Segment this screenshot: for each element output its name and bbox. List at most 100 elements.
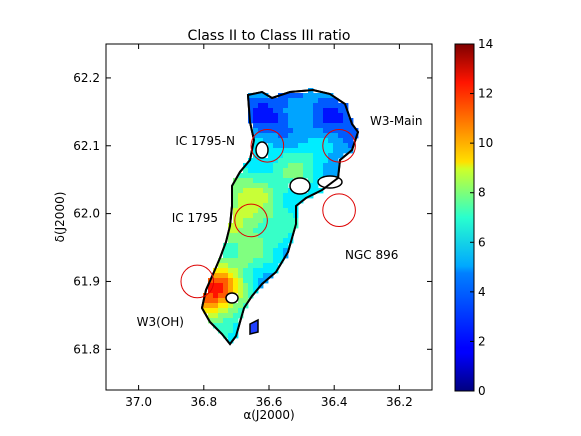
ratio-cell <box>248 253 254 259</box>
ratio-cell <box>233 268 239 274</box>
ratio-cell <box>313 163 319 169</box>
ratio-cell <box>233 303 239 309</box>
ratio-cell <box>333 113 339 119</box>
ratio-cell <box>293 123 299 129</box>
ratio-cell <box>313 148 319 154</box>
ratio-cell <box>233 243 239 249</box>
ratio-cell <box>313 178 319 184</box>
ratio-cell <box>248 293 254 299</box>
ratio-cell <box>253 278 259 284</box>
ratio-cell <box>288 193 294 199</box>
ratio-cell <box>223 248 229 254</box>
ratio-cell <box>308 138 314 144</box>
ratio-cell <box>238 193 244 199</box>
ratio-cell <box>243 248 249 254</box>
ratio-cell <box>248 203 254 209</box>
ratio-cell <box>288 153 294 159</box>
ratio-cell <box>263 173 269 179</box>
ratio-cell <box>268 158 274 164</box>
ratio-cell <box>328 103 334 109</box>
ratio-cell <box>313 113 319 119</box>
ratio-cell <box>323 168 329 174</box>
ratio-cell <box>238 178 244 184</box>
ratio-cell <box>248 233 254 239</box>
ratio-cell <box>268 228 274 234</box>
ratio-cell <box>273 253 279 259</box>
ratio-cell <box>268 163 274 169</box>
ratio-cell <box>283 143 289 149</box>
ratio-cell <box>273 213 279 219</box>
ratio-cell <box>278 128 284 134</box>
ratio-cell <box>278 168 284 174</box>
ratio-cell <box>258 168 264 174</box>
contour-hole <box>255 141 269 159</box>
ratio-cell <box>288 138 294 144</box>
ratio-cell <box>333 163 339 169</box>
ratio-cell <box>218 313 224 319</box>
ratio-cell <box>228 313 234 319</box>
ratio-cell <box>283 188 289 194</box>
y-tick-label: 62.1 <box>73 139 100 153</box>
ratio-cell <box>263 248 269 254</box>
ratio-cell <box>228 323 234 329</box>
ratio-cell <box>248 263 254 269</box>
ratio-cell <box>278 138 284 144</box>
ratio-cell <box>258 228 264 234</box>
ratio-cell <box>238 228 244 234</box>
ratio-cell <box>273 203 279 209</box>
ratio-cell <box>268 238 274 244</box>
ratio-cell <box>273 103 279 109</box>
ratio-cell <box>248 218 254 224</box>
ratio-cell <box>228 258 234 264</box>
ratio-cell <box>253 93 259 99</box>
ratio-cell <box>288 168 294 174</box>
ratio-cell <box>293 133 299 139</box>
ratio-cell <box>308 153 314 159</box>
ratio-cell <box>278 178 284 184</box>
ratio-cell <box>228 243 234 249</box>
ratio-cell <box>258 243 264 249</box>
colorbar-tick-label: 8 <box>478 186 486 200</box>
ratio-cell <box>268 108 274 114</box>
ratio-cell <box>288 178 294 184</box>
ratio-cell <box>338 108 344 114</box>
ratio-cell <box>353 128 359 134</box>
ratio-cell <box>218 323 224 329</box>
ratio-cell <box>243 268 249 274</box>
ratio-cell <box>333 103 339 109</box>
ratio-cell <box>253 268 259 274</box>
ratio-cell <box>288 143 294 149</box>
ratio-cell <box>308 98 314 104</box>
ratio-cell <box>268 258 274 264</box>
ratio-cell <box>268 123 274 129</box>
ratio-cell <box>243 198 249 204</box>
ratio-cell <box>313 138 319 144</box>
ratio-cell <box>293 143 299 149</box>
ratio-cell <box>233 193 239 199</box>
ratio-cell <box>208 308 214 314</box>
ratio-cell <box>338 128 344 134</box>
ratio-cell <box>273 218 279 224</box>
ratio-cell <box>233 278 239 284</box>
ratio-cell <box>233 313 239 319</box>
ratio-cell <box>203 308 209 314</box>
ratio-cell <box>288 233 294 239</box>
ratio-cell <box>238 258 244 264</box>
ratio-cell <box>293 118 299 124</box>
ratio-cell <box>238 278 244 284</box>
ratio-cell <box>293 138 299 144</box>
ratio-cell <box>273 208 279 214</box>
ratio-cell <box>333 133 339 139</box>
ratio-cell <box>263 183 269 189</box>
ratio-cell <box>233 253 239 259</box>
ratio-cell <box>238 268 244 274</box>
ratio-cell <box>268 113 274 119</box>
ratio-cell <box>338 153 344 159</box>
ratio-cell <box>323 138 329 144</box>
ratio-cell <box>263 163 269 169</box>
ratio-cell <box>273 148 279 154</box>
ratio-cell <box>263 258 269 264</box>
ratio-cell <box>278 188 284 194</box>
ratio-cell <box>273 153 279 159</box>
ratio-cell <box>268 263 274 269</box>
